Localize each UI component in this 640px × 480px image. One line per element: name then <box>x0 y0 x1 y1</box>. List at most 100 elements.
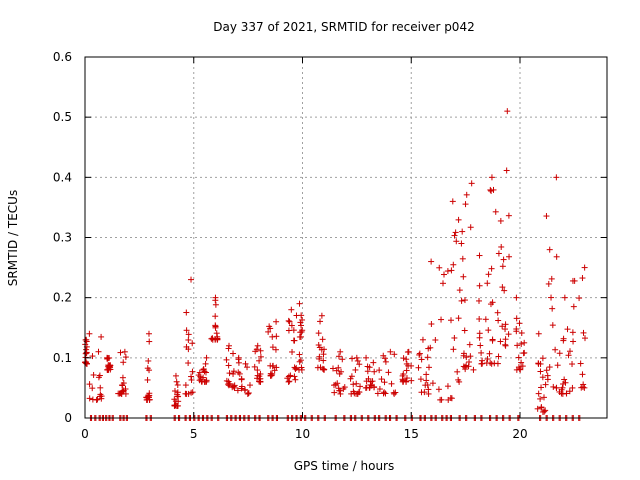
data-point <box>230 368 237 375</box>
data-point <box>245 390 252 397</box>
data-point <box>225 378 232 385</box>
data-point <box>357 383 364 390</box>
data-point <box>256 357 263 364</box>
data-point <box>461 327 468 334</box>
data-point <box>569 329 576 336</box>
data-point <box>182 390 189 397</box>
data-point <box>535 360 542 367</box>
data-point <box>185 360 192 367</box>
data-point <box>476 297 483 304</box>
data-point <box>202 369 209 376</box>
data-point <box>454 368 461 375</box>
data-point <box>499 323 506 330</box>
data-point <box>376 367 383 374</box>
data-point <box>403 356 410 363</box>
data-point <box>456 287 463 294</box>
data-point <box>561 376 568 383</box>
data-point <box>554 362 561 369</box>
data-point <box>230 350 237 357</box>
data-point <box>270 362 277 369</box>
data-point <box>122 354 129 361</box>
data-point <box>515 364 522 371</box>
data-point <box>521 349 528 356</box>
data-point <box>317 318 324 325</box>
data-point <box>188 373 195 380</box>
data-point <box>296 351 303 358</box>
data-point <box>337 348 344 355</box>
data-point <box>315 342 322 349</box>
data-point <box>416 350 423 357</box>
data-point <box>370 359 377 366</box>
data-point <box>89 385 96 392</box>
data-point <box>376 386 383 393</box>
data-point <box>513 294 520 301</box>
data-point <box>486 350 493 357</box>
data-point <box>408 362 415 369</box>
data-point <box>172 372 179 379</box>
data-point <box>188 376 195 383</box>
data-point <box>298 322 305 329</box>
data-point <box>320 357 327 364</box>
data-point <box>534 405 541 412</box>
data-point <box>320 351 327 358</box>
data-point <box>188 276 195 283</box>
data-point <box>286 318 293 325</box>
data-point <box>419 336 426 343</box>
data-point <box>212 301 219 308</box>
data-point <box>400 355 407 362</box>
data-point <box>119 381 126 388</box>
data-point <box>183 327 190 334</box>
data-point <box>223 356 230 363</box>
x-axis-label: GPS time / hours <box>294 459 395 473</box>
data-point <box>86 395 93 402</box>
data-point <box>272 346 279 353</box>
data-point <box>560 335 567 342</box>
data-point <box>390 389 397 396</box>
data-point <box>462 201 469 208</box>
data-point <box>579 275 586 282</box>
data-point <box>347 375 354 382</box>
data-point <box>580 329 587 336</box>
data-point <box>455 376 462 383</box>
data-point <box>417 376 424 383</box>
data-point <box>200 366 207 373</box>
data-point <box>213 330 220 337</box>
data-point <box>535 330 542 337</box>
data-point <box>364 363 371 370</box>
data-point <box>380 390 387 397</box>
data-point <box>171 402 178 409</box>
data-point <box>353 354 360 361</box>
data-point <box>269 333 276 340</box>
data-point <box>552 346 559 353</box>
data-point <box>339 356 346 363</box>
data-point <box>556 350 563 357</box>
data-point <box>97 384 104 391</box>
data-point <box>230 370 237 377</box>
data-point <box>559 384 566 391</box>
data-point <box>290 327 297 334</box>
y-tick-label: 0.2 <box>53 291 72 305</box>
data-point <box>501 287 508 294</box>
data-point <box>273 318 280 325</box>
data-point <box>495 317 502 324</box>
data-point <box>86 381 93 388</box>
data-point <box>226 370 233 377</box>
data-point <box>371 368 378 375</box>
data-point <box>200 374 207 381</box>
data-point <box>212 322 219 329</box>
data-point <box>425 386 432 393</box>
data-point <box>316 353 323 360</box>
data-point <box>415 364 422 371</box>
axis-ticks <box>84 56 607 419</box>
data-point <box>569 361 576 368</box>
data-point <box>183 343 190 350</box>
data-point <box>468 180 475 187</box>
data-point <box>252 348 259 355</box>
data-point <box>230 383 237 390</box>
data-point <box>89 353 96 360</box>
data-point <box>298 312 305 319</box>
data-point <box>293 364 300 371</box>
data-point <box>427 344 434 351</box>
data-point <box>438 316 445 323</box>
data-point <box>291 337 298 344</box>
